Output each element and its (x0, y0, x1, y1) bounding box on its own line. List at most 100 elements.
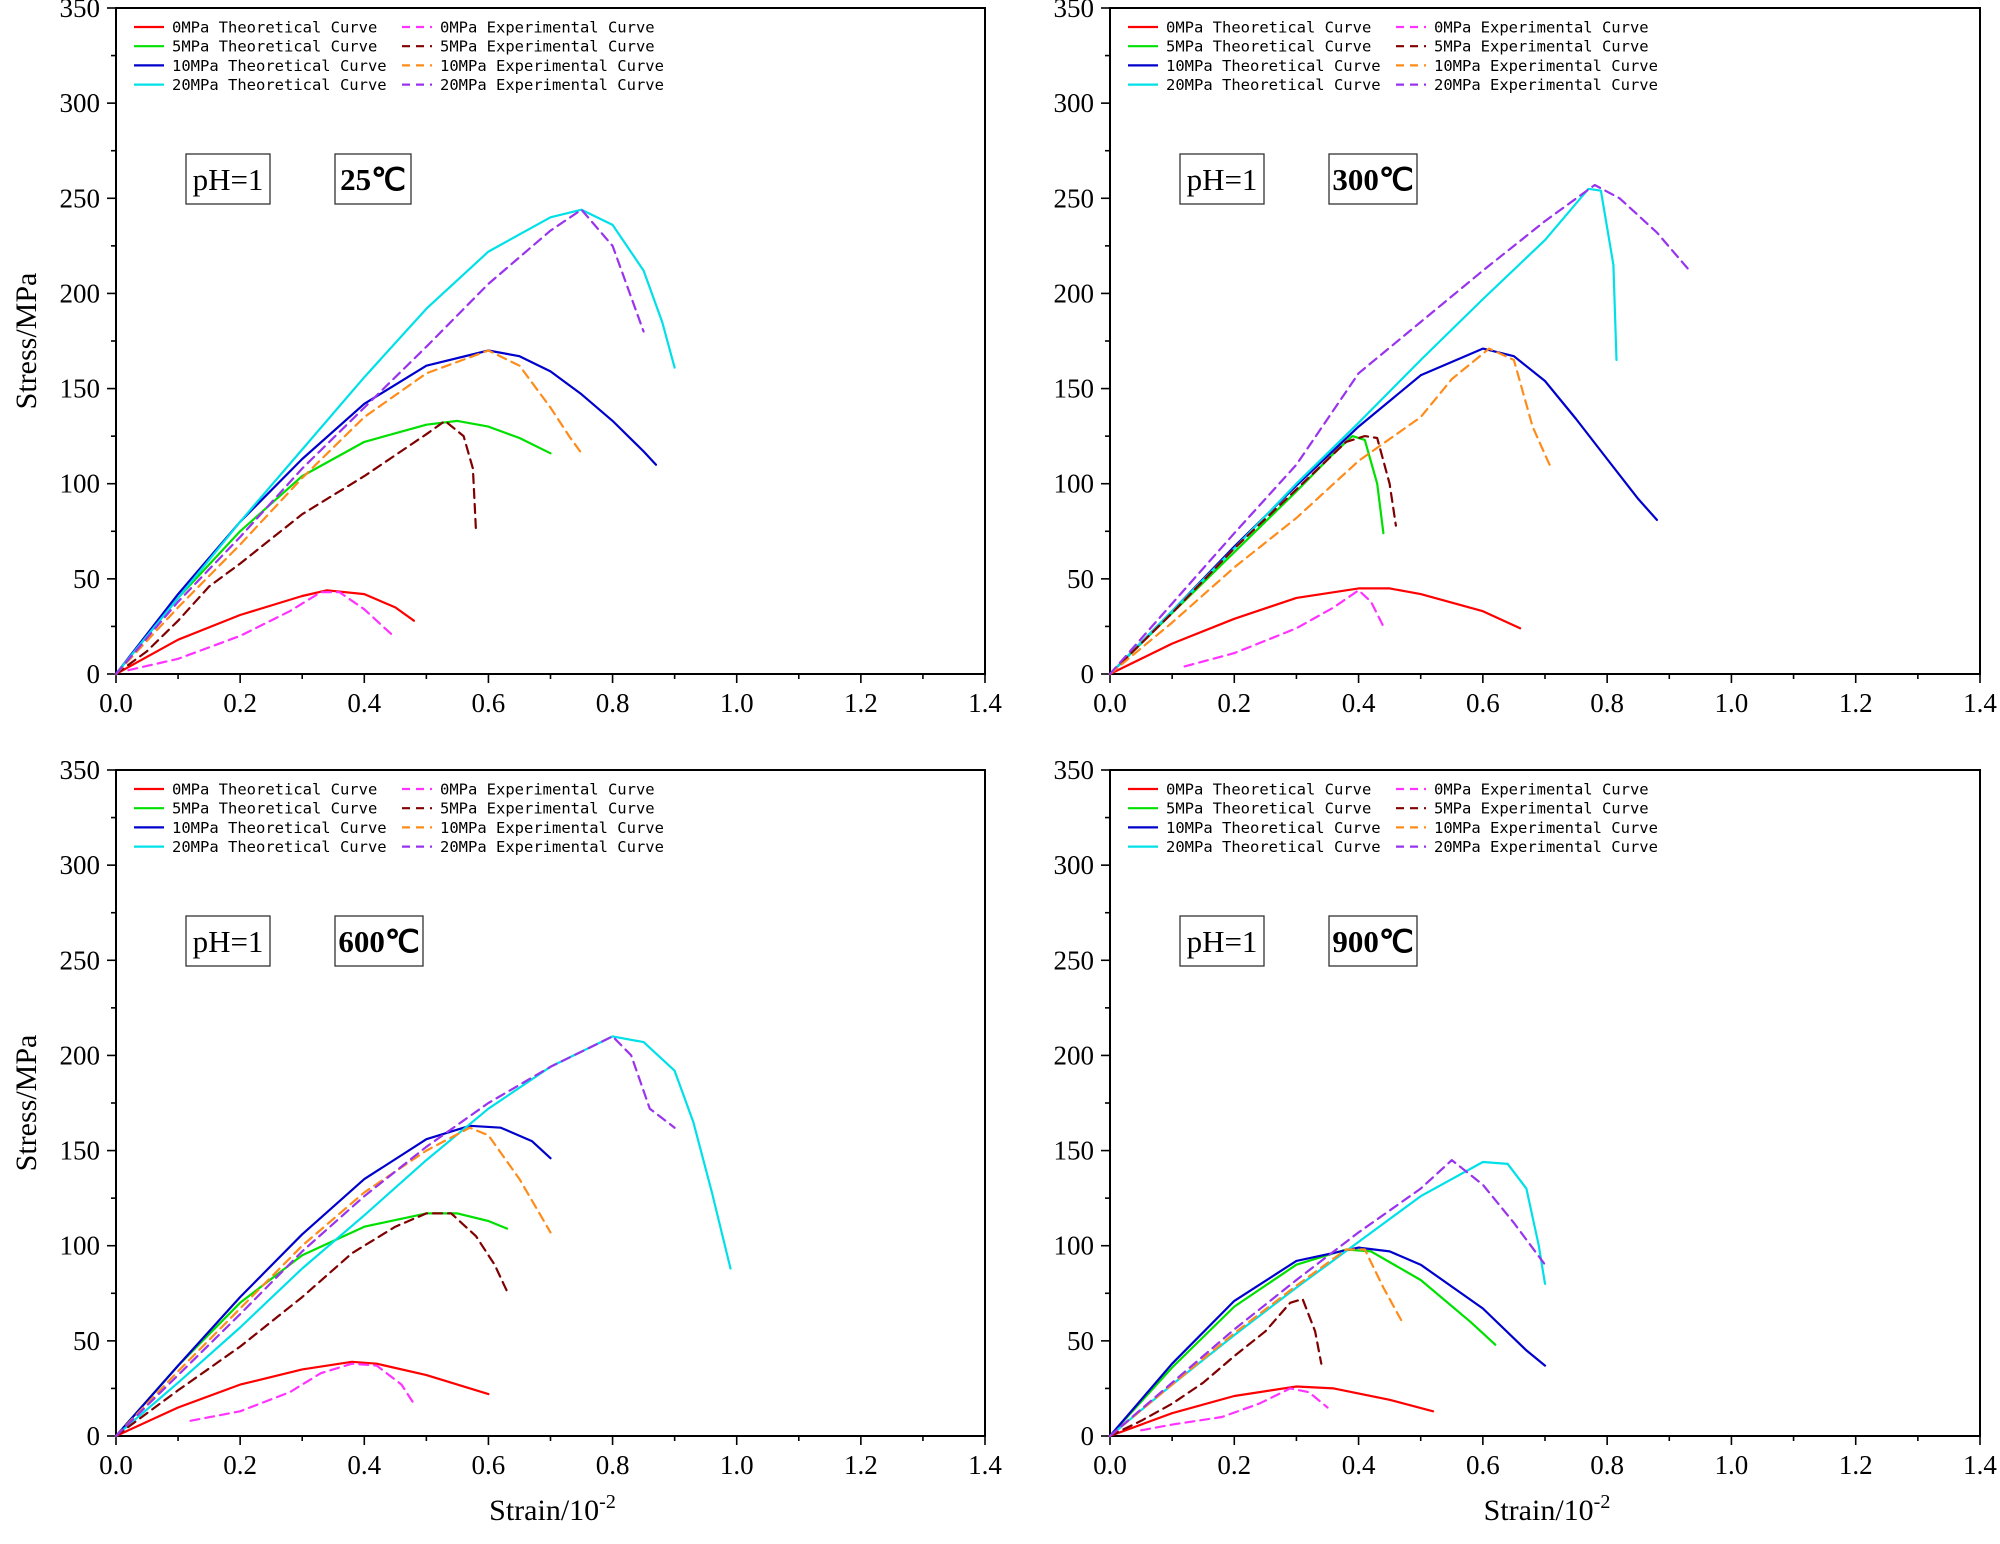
series-line-20mpa-theoretical-curve (1108, 187, 1618, 676)
series-line-5mpa-experimental-curve (114, 1212, 509, 1438)
series-line-20mpa-experimental-curve (1108, 183, 1689, 676)
temperature-annotation-label: 600℃ (338, 924, 419, 959)
y-tick-label: 50 (1067, 564, 1094, 594)
legend-label: 5MPa Theoretical Curve (1166, 38, 1371, 56)
series-line-5mpa-theoretical-curve (114, 1212, 509, 1438)
series-line-5mpa-theoretical-curve (1108, 435, 1385, 676)
plot-frame (1109, 7, 1981, 675)
y-tick-label: 250 (1054, 183, 1095, 213)
y-tick-label: 150 (1054, 1136, 1095, 1166)
x-tick-label: 1.2 (1839, 1450, 1873, 1480)
series-line-0mpa-theoretical-curve (114, 1360, 490, 1438)
legend-label: 0MPa Experimental Curve (440, 19, 655, 37)
legend-label: 0MPa Experimental Curve (1434, 19, 1649, 37)
x-tick-label: 0.6 (472, 1450, 506, 1480)
y-tick-label: 100 (60, 1231, 101, 1261)
chart-panel-top-right: 0.0 0.2 0.4 0.6 0.8 1.0 1.2 1.4 0 50 100 150 200 250 3… (1054, 0, 1998, 718)
plot-frame (115, 7, 986, 675)
temperature-annotation-label: 900℃ (1332, 924, 1413, 959)
y-tick-label: 350 (1054, 0, 1095, 23)
x-tick-label: 0.8 (1590, 1450, 1624, 1480)
x-tick-label: 1.4 (968, 688, 1002, 718)
y-tick-label: 150 (60, 1136, 101, 1166)
series-line-0mpa-experimental-curve (1140, 1387, 1329, 1432)
x-tick-label: 1.2 (1839, 688, 1873, 718)
chart-panel-bottom-left: 0.0 0.2 0.4 0.6 0.8 1.0 1.2 1.4 0 50 100 150 200 250 3… (10, 755, 1002, 1527)
y-tick-label: 200 (1054, 1040, 1095, 1070)
series-line-0mpa-theoretical-curve (1108, 587, 1522, 676)
temperature-annotation-box (334, 153, 412, 205)
legend-label: 5MPa Experimental Curve (440, 800, 655, 818)
y-axis-title: Stress/MPa (10, 273, 43, 410)
x-tick-label: 0.0 (99, 1450, 133, 1480)
ph-annotation-box (1179, 153, 1265, 205)
y-tick-label: 0 (87, 659, 101, 689)
series-line-0mpa-experimental-curve (1183, 589, 1385, 668)
series-line-10mpa-theoretical-curve (114, 1124, 552, 1438)
x-tick-label: 0.6 (1466, 688, 1500, 718)
legend-label: 5MPa Theoretical Curve (172, 38, 377, 56)
y-tick-label: 50 (73, 1326, 100, 1356)
x-tick-label: 0.8 (596, 1450, 630, 1480)
series-line-10mpa-experimental-curve (1108, 347, 1553, 676)
x-tick-label: 0.2 (223, 688, 257, 718)
y-tick-label: 300 (60, 850, 101, 880)
y-tick-label: 300 (1054, 850, 1095, 880)
series-line-20mpa-theoretical-curve (114, 208, 676, 676)
legend-label: 0MPa Theoretical Curve (1166, 19, 1371, 37)
x-tick-label: 1.4 (968, 1450, 1002, 1480)
ph-annotation-label: pH=1 (193, 162, 264, 197)
legend-label: 10MPa Theoretical Curve (172, 57, 387, 75)
x-tick-label: 0.4 (1342, 688, 1376, 718)
x-tick-label: 0.4 (347, 1450, 381, 1480)
x-tick-label: 0.8 (1590, 688, 1624, 718)
series-line-10mpa-experimental-curve (114, 1126, 552, 1438)
legend-label: 10MPa Experimental Curve (1434, 57, 1658, 75)
y-tick-label: 200 (1054, 278, 1095, 308)
x-tick-label: 1.4 (1963, 1450, 1997, 1480)
x-tick-label: 0.0 (99, 688, 133, 718)
x-tick-label: 0.2 (1217, 688, 1251, 718)
y-tick-label: 50 (1067, 1326, 1094, 1356)
legend-label: 20MPa Experimental Curve (440, 76, 664, 94)
x-tick-label: 1.2 (844, 688, 878, 718)
y-tick-label: 250 (60, 945, 101, 975)
x-tick-label: 1.0 (720, 688, 754, 718)
ph-annotation-box (185, 915, 271, 967)
series-line-0mpa-experimental-curve (189, 1362, 415, 1422)
series-line-5mpa-theoretical-curve (114, 419, 552, 676)
temperature-annotation-box (1328, 153, 1418, 205)
series-line-0mpa-theoretical-curve (114, 589, 415, 676)
series-line-5mpa-experimental-curve (1108, 435, 1397, 676)
legend: 0MPa Theoretical Curve 0MPa Experimental … (134, 19, 664, 94)
ph-annotation-label: pH=1 (1187, 162, 1258, 197)
legend-label: 10MPa Experimental Curve (1434, 819, 1658, 837)
legend-label: 20MPa Theoretical Curve (172, 76, 387, 94)
series-line-5mpa-experimental-curve (114, 419, 478, 676)
ph-annotation-box (185, 153, 271, 205)
x-axis-title: Strain/10-2 (489, 1491, 616, 1527)
y-tick-label: 300 (1054, 88, 1095, 118)
x-tick-label: 1.4 (1963, 688, 1997, 718)
series-line-20mpa-theoretical-curve (114, 1035, 732, 1438)
x-tick-label: 1.0 (720, 1450, 754, 1480)
x-tick-label: 0.4 (347, 688, 381, 718)
y-tick-label: 250 (1054, 945, 1095, 975)
x-tick-label: 0.6 (472, 688, 506, 718)
plot-frame (115, 769, 986, 1437)
y-tick-label: 300 (60, 88, 101, 118)
ph-annotation-label: pH=1 (1187, 924, 1258, 959)
legend-label: 20MPa Experimental Curve (1434, 76, 1658, 94)
y-tick-label: 150 (1054, 374, 1095, 404)
legend-label: 5MPa Theoretical Curve (172, 800, 377, 818)
y-tick-label: 250 (60, 183, 101, 213)
temperature-annotation-box (1328, 915, 1418, 967)
legend-label: 20MPa Theoretical Curve (1166, 838, 1381, 856)
y-tick-label: 0 (1081, 659, 1095, 689)
legend-label: 10MPa Experimental Curve (440, 819, 664, 837)
chart-panel-top-left: 0.0 0.2 0.4 0.6 0.8 1.0 1.2 1.4 0 50 100 150 200 250 3… (10, 0, 1002, 718)
temperature-annotation-box (334, 915, 424, 967)
y-tick-label: 100 (1054, 1231, 1095, 1261)
y-tick-label: 100 (60, 469, 101, 499)
